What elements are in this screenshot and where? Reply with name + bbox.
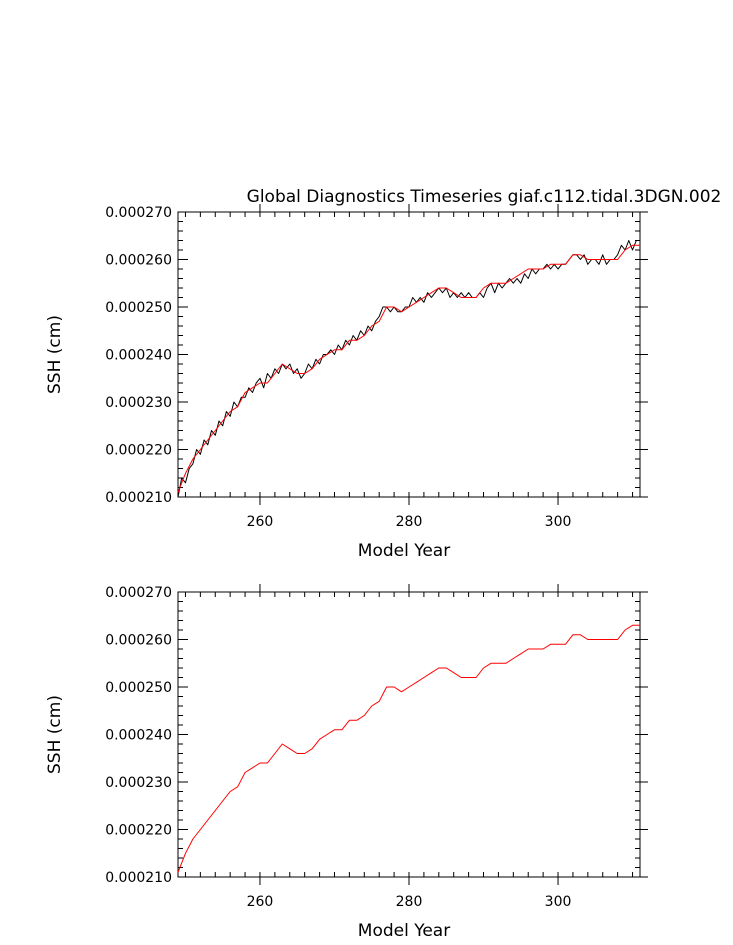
x-tick-label: 280	[396, 894, 423, 910]
y-axis-title: SSH (cm)	[45, 315, 65, 394]
y-tick-label: 0.000250	[105, 300, 172, 316]
x-axis-title: Model Year	[358, 541, 450, 561]
x-tick-label: 300	[545, 514, 572, 530]
x-tick-label: 280	[396, 514, 423, 530]
y-tick-label: 0.000210	[105, 490, 172, 506]
series-line-annual	[177, 244, 640, 493]
x-tick-label: 260	[247, 894, 274, 910]
y-axis-title: SSH (cm)	[45, 695, 65, 774]
series-line-monthly	[177, 240, 640, 498]
y-tick-label: 0.000230	[105, 775, 172, 791]
y-tick-label: 0.000250	[105, 680, 172, 696]
y-tick-label: 0.000270	[105, 585, 172, 601]
y-tick-label: 0.000210	[105, 870, 172, 886]
series-line-annual	[177, 624, 640, 873]
y-tick-label: 0.000260	[105, 253, 172, 269]
y-tick-label: 0.000270	[105, 205, 172, 221]
y-tick-label: 0.000240	[105, 728, 172, 744]
y-tick-label: 0.000220	[105, 823, 172, 839]
plot-frame-1	[177, 591, 641, 878]
y-tick-label: 0.000260	[105, 633, 172, 649]
x-axis-title: Model Year	[358, 921, 450, 941]
chart-title: Global Diagnostics Timeseries giaf.c112.…	[247, 187, 722, 207]
y-tick-label: 0.000220	[105, 443, 172, 459]
y-tick-label: 0.000240	[105, 348, 172, 364]
x-tick-label: 300	[545, 894, 572, 910]
y-tick-label: 0.000230	[105, 395, 172, 411]
x-tick-label: 260	[247, 514, 274, 530]
plot-frame-0	[177, 211, 641, 498]
